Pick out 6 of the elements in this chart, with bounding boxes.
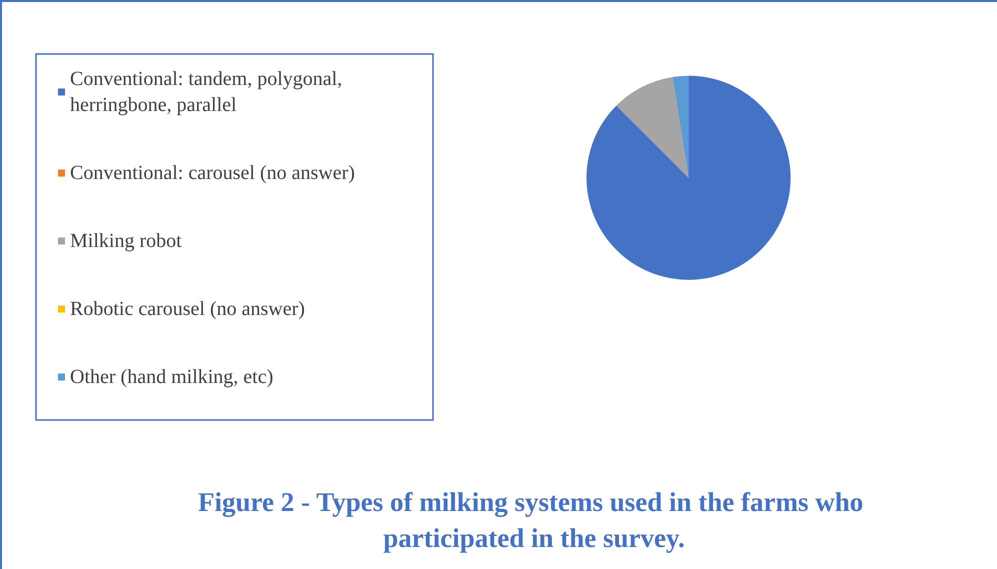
- legend-label: Other (hand milking, etc): [70, 366, 274, 388]
- legend-label: Conventional: carousel (no answer): [70, 162, 355, 184]
- text: Figure 2 - Types of milking systems used in the farms who participated in the survey.: [198, 487, 870, 553]
- legend-label: Milking robot: [70, 230, 182, 252]
- legend-label: Robotic carousel (no answer): [70, 298, 305, 320]
- legend-label: Conventional: tandem, polygonal, herringbone, parallel: [70, 68, 348, 116]
